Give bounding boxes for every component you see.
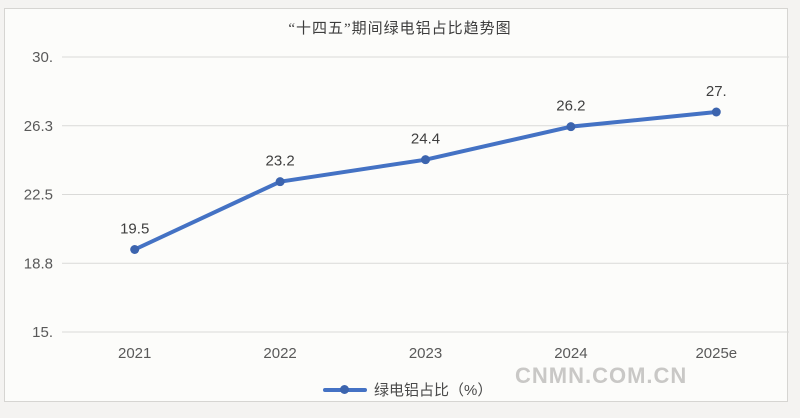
data-point-label: 26.2 [556, 98, 585, 115]
data-point-marker [130, 245, 140, 254]
x-tick-label: 2021 [118, 345, 151, 362]
chart-frame [4, 8, 788, 402]
y-tick-label: 22.5 [24, 187, 53, 204]
x-tick-label: 2025e [695, 345, 737, 362]
x-tick-label: 2023 [409, 345, 442, 362]
chart-title: “十四五”期间绿电铝占比趋势图 [288, 21, 512, 37]
y-tick-label: 15. [32, 324, 53, 341]
data-point-label: 19.5 [120, 221, 149, 238]
data-point-marker [421, 155, 430, 165]
legend-line-marker-icon [323, 385, 367, 394]
legend-series-label: 绿电铝占比（%） [374, 382, 493, 399]
data-point-marker [711, 107, 721, 117]
watermark: CNMN.COM.CN [515, 363, 688, 388]
y-tick-label: 26.3 [24, 118, 53, 135]
data-point-marker [566, 122, 576, 132]
y-tick-label: 30. [32, 49, 53, 66]
x-tick-label: 2022 [263, 345, 296, 362]
data-point-label: 23.2 [265, 153, 294, 170]
data-point-marker [275, 177, 285, 187]
y-tick-label: 18.8 [24, 255, 53, 272]
data-point-label: 24.4 [411, 131, 440, 148]
legend: 绿电铝占比（%） [323, 379, 492, 400]
data-point-label: 27. [706, 83, 727, 100]
x-tick-label: 2024 [554, 345, 587, 362]
